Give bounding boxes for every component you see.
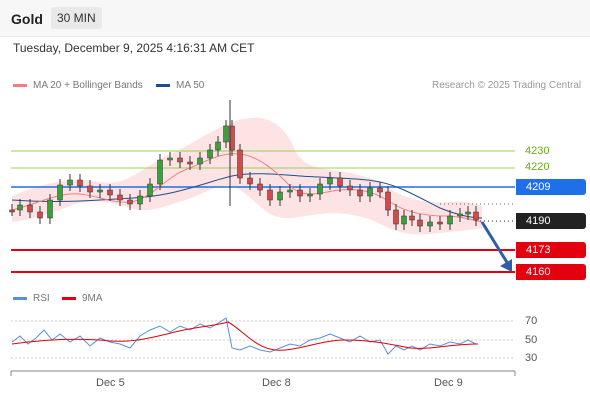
legend-ma50: MA 50 — [156, 80, 204, 91]
candle-body — [401, 215, 407, 225]
candle-body — [447, 215, 453, 225]
candle-body — [47, 199, 53, 219]
candle-body — [147, 183, 153, 197]
candle-body — [393, 209, 399, 225]
rsi-tick-30: 30 — [525, 352, 538, 364]
timestamp: Tuesday, December 9, 2025 4:16:31 AM CET — [13, 41, 255, 55]
ma9-swatch — [62, 297, 76, 300]
rsi-9ma-line — [11, 321, 479, 351]
ma50-swatch — [156, 84, 170, 87]
candle-body — [207, 149, 213, 159]
candle-body — [107, 189, 113, 196]
candle-body — [215, 141, 221, 151]
ma20-swatch — [13, 84, 27, 87]
candle-body — [327, 177, 333, 185]
legend-rsi: RSI — [13, 293, 50, 304]
candle-body — [337, 177, 343, 187]
candle-body — [237, 149, 243, 179]
ma50-label: MA 50 — [176, 80, 205, 91]
legend-ma20: MA 20 + Bollinger Bands — [13, 80, 143, 91]
candle-body — [77, 179, 83, 187]
support-badge-4160: 4160 — [516, 264, 586, 280]
rsi-tick-50: 50 — [525, 334, 538, 346]
candle-body — [385, 191, 391, 211]
candle-body — [297, 189, 303, 197]
rsi-tick-70: 70 — [525, 315, 538, 327]
candle-body — [457, 213, 463, 217]
support-badge-4173: 4173 — [516, 242, 586, 258]
legend-9ma: 9MA — [62, 293, 103, 304]
rsi-swatch — [13, 297, 27, 300]
candle-body — [317, 183, 323, 195]
candle-body — [37, 211, 43, 219]
candle-body — [257, 183, 263, 191]
level-label-4230: 4230 — [525, 145, 550, 157]
candle-body — [427, 221, 433, 227]
candle-body — [117, 194, 123, 201]
rsi-line — [11, 317, 477, 355]
pivot-badge: 4209 — [516, 179, 586, 195]
candle-body — [127, 199, 133, 205]
candlesticks — [9, 100, 479, 232]
candle-body — [197, 157, 203, 165]
candle-body — [167, 157, 173, 161]
candle-body — [97, 189, 103, 193]
candle-body — [417, 219, 423, 227]
ma20-label: MA 20 + Bollinger Bands — [33, 80, 143, 91]
ma50-line — [11, 173, 483, 219]
level-label-4220: 4220 — [525, 161, 550, 173]
ma20-line — [11, 153, 483, 223]
candle-body — [357, 189, 363, 197]
candle-body — [277, 191, 283, 201]
candle-body — [377, 187, 383, 193]
candle-body — [347, 185, 353, 191]
chart-header: Gold 30 MIN — [0, 0, 590, 37]
research-credit: Research © 2025 Trading Central — [432, 80, 582, 91]
x-label-dec9: Dec 9 — [434, 377, 463, 389]
candle-body — [473, 211, 479, 221]
candle-body — [223, 125, 229, 143]
ma9-label: 9MA — [82, 293, 103, 304]
candle-body — [465, 211, 471, 215]
instrument-title: Gold — [11, 11, 43, 27]
candle-body — [367, 187, 373, 197]
candle-body — [87, 185, 93, 193]
candle-body — [247, 177, 253, 185]
candle-body — [57, 184, 63, 201]
candle-body — [137, 195, 143, 205]
candle-body — [187, 161, 193, 165]
candle-body — [437, 221, 443, 225]
candle-body — [287, 189, 293, 193]
candle-body — [17, 204, 23, 211]
candle-body — [307, 193, 313, 197]
candle-body — [177, 157, 183, 163]
last-price-badge: 4190 — [516, 213, 586, 229]
projection-arrowhead — [500, 259, 512, 272]
projection-arrow — [480, 221, 510, 265]
x-label-dec8: Dec 8 — [262, 377, 291, 389]
candle-body — [409, 215, 415, 221]
candle-body — [9, 209, 15, 213]
candle-body — [27, 204, 33, 213]
candle-body — [67, 179, 73, 186]
candle-body — [157, 159, 163, 185]
timeframe-badge[interactable]: 30 MIN — [51, 7, 102, 29]
rsi-label: RSI — [33, 293, 50, 304]
candle-body — [267, 189, 273, 201]
x-label-dec5: Dec 5 — [96, 377, 125, 389]
